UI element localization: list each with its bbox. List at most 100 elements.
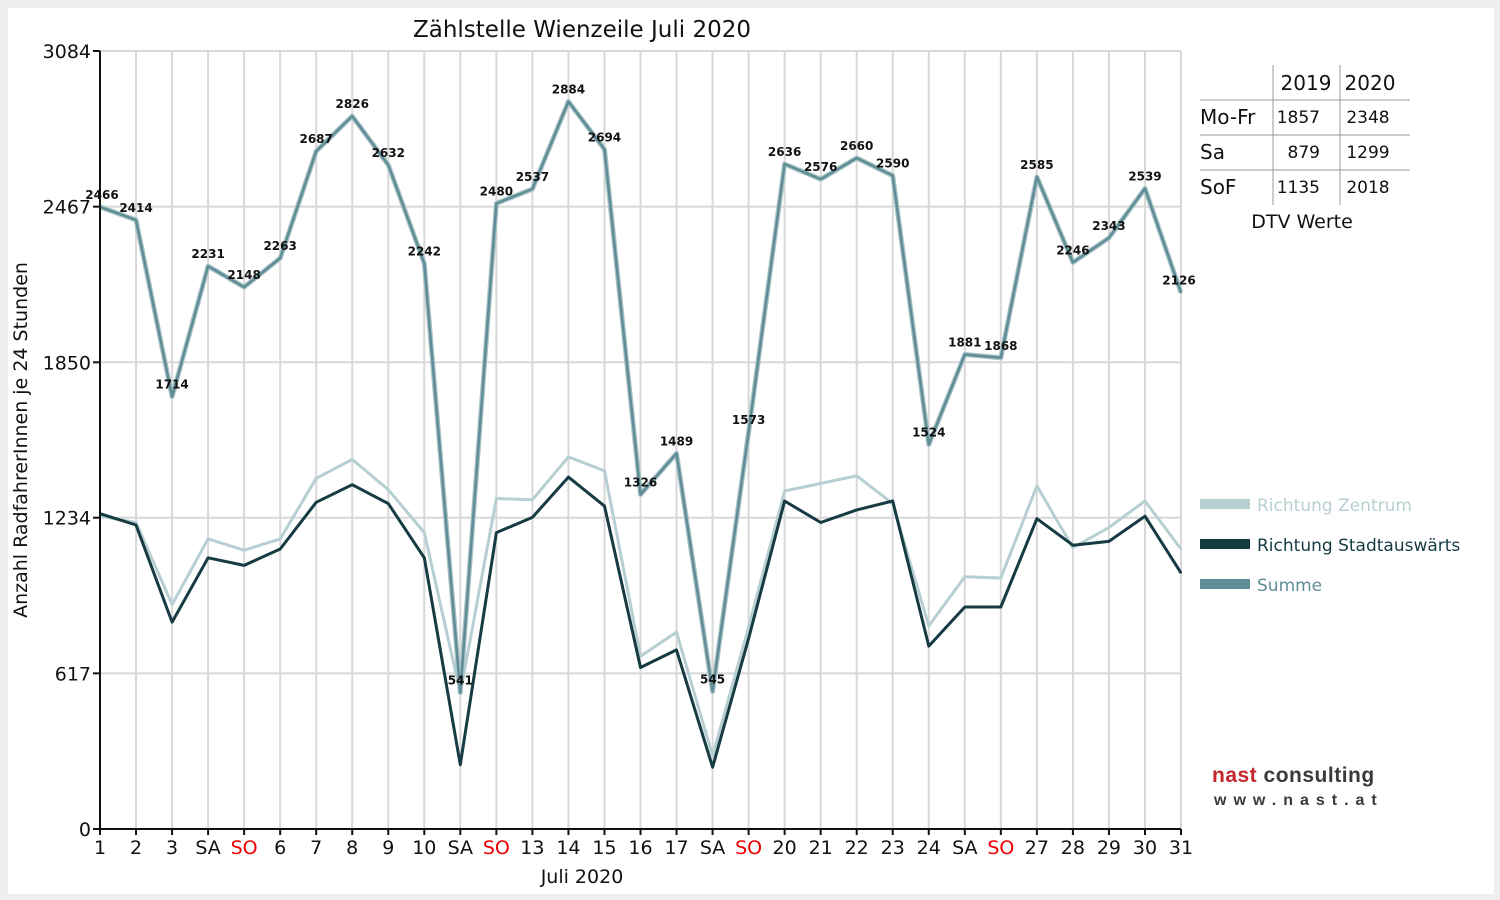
data-point bbox=[567, 100, 570, 103]
data-label: 2263 bbox=[263, 239, 296, 253]
data-point bbox=[1144, 500, 1146, 502]
data-label: 2242 bbox=[408, 244, 441, 258]
data-point bbox=[207, 538, 209, 540]
data-label: 2343 bbox=[1092, 219, 1125, 233]
data-point bbox=[819, 521, 822, 524]
data-point bbox=[1036, 517, 1038, 520]
data-point bbox=[964, 353, 966, 356]
data-point bbox=[207, 557, 209, 559]
x-tick-label: 20 bbox=[773, 837, 797, 859]
data-point bbox=[964, 606, 966, 608]
x-tick-label: 3 bbox=[166, 837, 178, 859]
data-point bbox=[207, 265, 209, 267]
legend-swatch bbox=[1200, 539, 1250, 549]
chart-title: Zählstelle Wienzeile Juli 2020 bbox=[413, 17, 751, 43]
table-row-label: SoF bbox=[1200, 175, 1236, 199]
data-point bbox=[531, 498, 534, 501]
x-tick-label: 23 bbox=[881, 837, 905, 859]
data-label: 2537 bbox=[516, 170, 549, 184]
data-point bbox=[855, 157, 858, 159]
data-label: 2480 bbox=[480, 184, 513, 198]
data-point bbox=[315, 150, 318, 152]
data-point bbox=[783, 490, 786, 492]
data-point bbox=[603, 505, 606, 507]
x-tick-label: 1 bbox=[94, 837, 106, 859]
data-label: 2246 bbox=[1056, 243, 1089, 257]
table-row-label: Mo-Fr bbox=[1200, 105, 1256, 129]
x-tick-label: 29 bbox=[1097, 837, 1121, 859]
table-cell-2019: 879 bbox=[1288, 143, 1320, 163]
x-tick-label: SA bbox=[448, 837, 473, 859]
table-cell-2019: 1135 bbox=[1277, 178, 1320, 198]
data-label: 2884 bbox=[552, 82, 585, 96]
data-point bbox=[567, 456, 570, 458]
data-point bbox=[315, 501, 318, 504]
data-point bbox=[639, 666, 642, 669]
logo-brand: nast consulting bbox=[1212, 764, 1375, 788]
data-label: 545 bbox=[700, 673, 725, 687]
x-tick-label: SA bbox=[952, 837, 977, 859]
x-tick-label: 31 bbox=[1169, 837, 1193, 859]
data-point bbox=[927, 645, 930, 647]
data-point bbox=[495, 202, 498, 205]
x-tick-label: 14 bbox=[556, 837, 580, 859]
logo-brand-nast: nast bbox=[1212, 764, 1258, 787]
data-point bbox=[351, 115, 354, 117]
data-point bbox=[315, 477, 318, 480]
data-point bbox=[891, 500, 894, 502]
data-point bbox=[279, 538, 281, 540]
x-tick-label: 24 bbox=[917, 837, 941, 859]
table-row-label: Sa bbox=[1200, 140, 1225, 164]
data-point bbox=[927, 625, 930, 627]
data-point bbox=[639, 493, 642, 496]
legend-label: Richtung Stadtauswärts bbox=[1257, 536, 1460, 556]
table-cell-2020: 2018 bbox=[1346, 178, 1389, 198]
data-label: 2585 bbox=[1020, 158, 1053, 172]
x-tick-label: 22 bbox=[845, 837, 869, 859]
data-point bbox=[135, 219, 137, 221]
data-point bbox=[171, 395, 173, 398]
data-point bbox=[1072, 546, 1074, 549]
data-point bbox=[1036, 485, 1038, 487]
data-point bbox=[783, 163, 786, 165]
data-point bbox=[423, 531, 426, 534]
data-point bbox=[1180, 572, 1182, 574]
data-point bbox=[675, 649, 678, 651]
data-point bbox=[1108, 540, 1110, 543]
data-point bbox=[819, 178, 822, 180]
x-tick-label: SO bbox=[987, 837, 1014, 859]
data-label: 2826 bbox=[336, 97, 369, 111]
legend-swatch bbox=[1200, 579, 1250, 589]
x-tick-label: 15 bbox=[592, 837, 616, 859]
x-tick-label: 28 bbox=[1061, 837, 1085, 859]
data-label: 1881 bbox=[948, 335, 981, 349]
data-point bbox=[531, 188, 534, 190]
data-label: 2231 bbox=[191, 247, 224, 261]
x-tick-label: 16 bbox=[628, 837, 652, 859]
data-point bbox=[1108, 237, 1110, 239]
table-cell-2020: 2348 bbox=[1346, 108, 1389, 128]
data-point bbox=[891, 174, 894, 177]
x-tick-label: SO bbox=[735, 837, 762, 859]
data-point bbox=[603, 148, 606, 151]
data-point bbox=[1144, 187, 1146, 190]
x-tick-label: 21 bbox=[809, 837, 833, 859]
data-point bbox=[603, 469, 606, 472]
y-tick-label: 1234 bbox=[43, 508, 91, 530]
x-tick-label: SA bbox=[195, 837, 220, 859]
x-tick-label: 13 bbox=[520, 837, 544, 859]
data-point bbox=[747, 637, 750, 640]
data-point bbox=[1072, 544, 1074, 546]
data-point bbox=[423, 557, 426, 559]
table-cell-2020: 1299 bbox=[1346, 143, 1389, 163]
data-point bbox=[783, 500, 786, 502]
series-layer bbox=[99, 99, 1184, 769]
data-point bbox=[495, 497, 498, 500]
x-tick-label: SO bbox=[231, 837, 258, 859]
data-point bbox=[567, 476, 570, 478]
data-point bbox=[747, 626, 750, 628]
data-point bbox=[387, 164, 390, 166]
